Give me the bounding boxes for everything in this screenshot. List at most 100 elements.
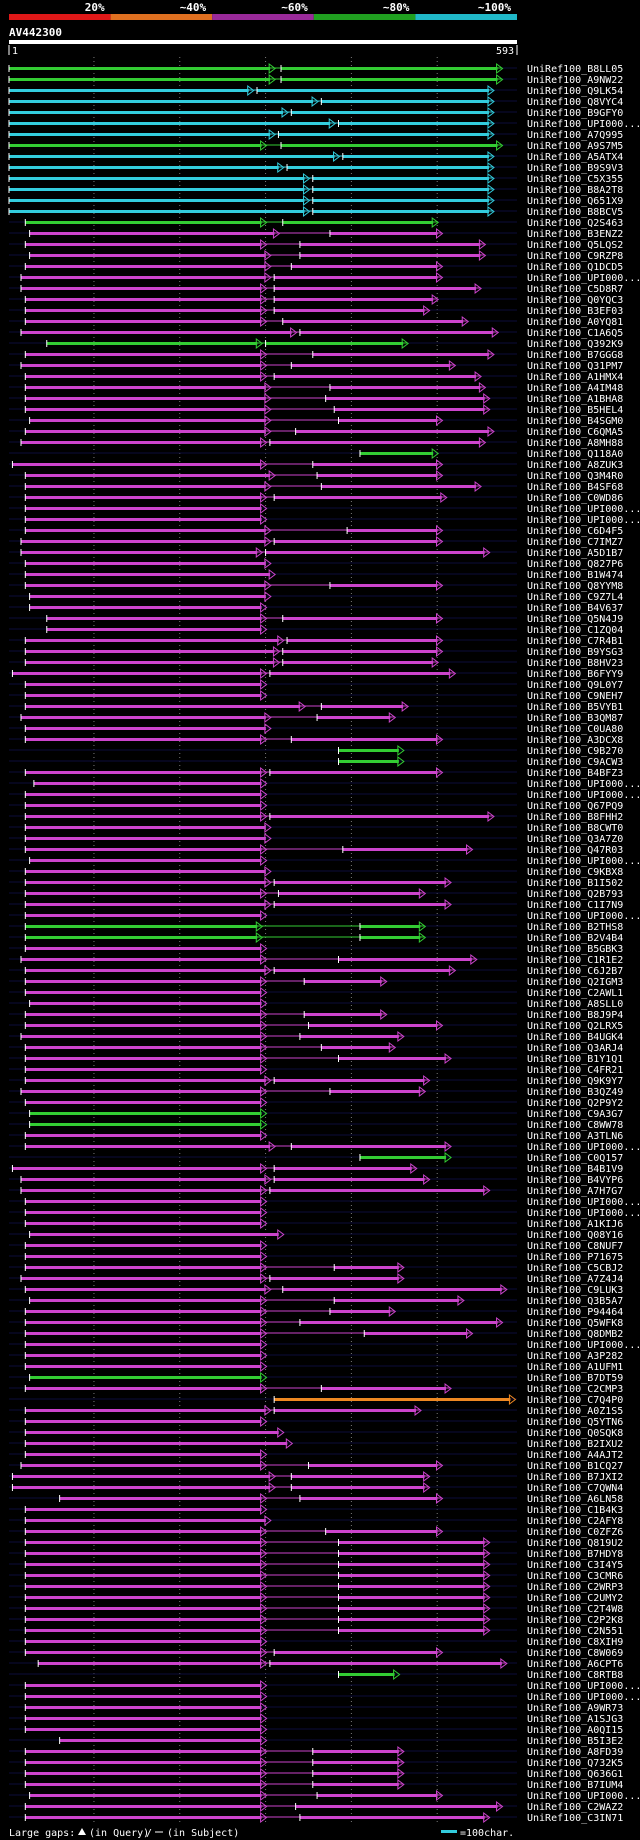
hit-label[interactable]: UniRef100_C3I4Y5 [527,1560,623,1571]
hit-label[interactable]: UniRef100_B8A2T8 [527,185,623,196]
hit-row[interactable]: UniRef100_C9Z7L4 [9,591,623,603]
hit-row[interactable]: UniRef100_Q5N4J9 [9,613,623,625]
hit-row[interactable]: UniRef100_B5HEL4 [9,404,623,416]
hit-row[interactable]: UniRef100_B8HV23 [9,657,623,669]
hit-label[interactable]: UniRef100_B8FHH2 [527,812,623,823]
hit-row[interactable]: UniRef100_C6J2B7 [9,965,623,977]
hit-row[interactable]: UniRef100_C8RTB8 [9,1669,623,1681]
hit-label[interactable]: UniRef100_Q2B793 [527,889,623,900]
hit-label[interactable]: UniRef100_B4B1V9 [527,1164,623,1175]
hit-row[interactable]: UniRef100_C6D4F5 [9,525,623,537]
hit-label[interactable]: UniRef100_Q651X9 [527,196,623,207]
hit-label[interactable]: UniRef100_C1I7N9 [527,900,623,911]
hit-row[interactable]: UniRef100_Q5WFK8 [9,1317,623,1329]
hit-row[interactable]: UniRef100_UPI000... [9,778,640,790]
hit-label[interactable]: UniRef100_C0UA80 [527,724,623,735]
hit-label[interactable]: UniRef100_B4SGM0 [527,416,623,427]
hit-label[interactable]: UniRef100_C8W069 [527,1648,623,1659]
hit-row[interactable]: UniRef100_B4SGM0 [9,415,623,427]
hit-row[interactable]: UniRef100_A0Z1S5 [9,1405,623,1417]
hit-row[interactable]: UniRef100_C1I7N9 [9,899,623,911]
hit-row[interactable]: UniRef100_A8ZUK3 [9,459,623,471]
hit-row[interactable]: UniRef100_B8FHH2 [9,811,623,823]
hit-row[interactable]: UniRef100_B8CWT0 [9,822,623,834]
hit-row[interactable]: UniRef100_B3QM87 [9,712,623,724]
hit-row[interactable]: UniRef100_Q0YQC3 [9,294,623,306]
hit-row[interactable]: UniRef100_B8BCV5 [8,206,623,218]
hit-label[interactable]: UniRef100_Q2P9Y2 [527,1098,623,1109]
hit-row[interactable]: UniRef100_Q827P6 [9,558,623,570]
hit-label[interactable]: UniRef100_UPI000... [527,515,640,526]
hit-label[interactable]: UniRef100_UPI000... [527,790,640,801]
hit-row[interactable]: UniRef100_C0WD86 [9,492,623,504]
hit-row[interactable]: UniRef100_B7GGG8 [9,349,623,361]
hit-label[interactable]: UniRef100_A6CPT6 [527,1659,623,1670]
hit-label[interactable]: UniRef100_Q118A0 [527,449,623,460]
hit-row[interactable]: UniRef100_A0QI15 [9,1724,623,1736]
hit-label[interactable]: UniRef100_B5I3E2 [527,1736,623,1747]
hit-label[interactable]: UniRef100_C4FR21 [527,1065,623,1076]
hit-row[interactable]: UniRef100_C0ZFZ6 [9,1526,623,1538]
hit-row[interactable]: UniRef100_C9NEH7 [9,690,623,702]
hit-label[interactable]: UniRef100_P71675 [527,1252,623,1263]
hit-row[interactable]: UniRef100_C3I4Y5 [9,1559,623,1571]
hit-row[interactable]: UniRef100_B6FYY9 [9,668,623,680]
hit-row[interactable]: UniRef100_Q2B793 [9,888,623,900]
hit-row[interactable]: UniRef100_Q5LQS2 [9,239,623,251]
hit-row[interactable]: UniRef100_UPI000... [9,1196,640,1208]
hit-label[interactable]: UniRef100_Q2IGM3 [527,977,623,988]
hit-label[interactable]: UniRef100_Q67PQ9 [527,801,623,812]
hit-label[interactable]: UniRef100_C5CBJ2 [527,1263,623,1274]
hit-label[interactable]: UniRef100_Q3M4R0 [527,471,623,482]
hit-label[interactable]: UniRef100_UPI000... [527,273,640,284]
hit-label[interactable]: UniRef100_B1W474 [527,570,623,581]
hit-row[interactable]: UniRef100_B5I3E2 [9,1735,623,1747]
hit-row[interactable]: UniRef100_C8W069 [9,1647,623,1659]
hit-row[interactable]: UniRef100_A0YQ81 [9,316,623,328]
hit-row[interactable]: UniRef100_C9ACW3 [9,756,623,768]
hit-row[interactable]: UniRef100_Q8DMB2 [9,1328,623,1340]
hit-label[interactable]: UniRef100_A1HMX4 [527,372,623,383]
hit-row[interactable]: UniRef100_B2THS8 [9,921,623,933]
hit-label[interactable]: UniRef100_A9NW22 [527,75,623,86]
hit-label[interactable]: UniRef100_A1KIJ6 [527,1219,623,1230]
hit-label[interactable]: UniRef100_A7Z4J4 [527,1274,623,1285]
hit-label[interactable]: UniRef100_Q9L0Y7 [527,680,623,691]
hit-label[interactable]: UniRef100_Q5YTN6 [527,1417,623,1428]
hit-row[interactable]: UniRef100_P71675 [9,1251,623,1263]
hit-row[interactable]: UniRef100_A8SLL0 [9,998,623,1010]
hit-label[interactable]: UniRef100_C2N551 [527,1626,623,1637]
hit-row[interactable]: UniRef100_A6LN58 [9,1493,623,1505]
hit-label[interactable]: UniRef100_Q732K5 [527,1758,623,1769]
hit-row[interactable]: UniRef100_Q636G1 [9,1768,623,1780]
hit-label[interactable]: UniRef100_A0Z1S5 [527,1406,623,1417]
hit-label[interactable]: UniRef100_B8CWT0 [527,823,623,834]
hit-label[interactable]: UniRef100_A3P282 [527,1351,623,1362]
hit-label[interactable]: UniRef100_Q5N4J9 [527,614,623,625]
hit-label[interactable]: UniRef100_UPI000... [527,119,640,130]
hit-row[interactable]: UniRef100_A1UFM1 [9,1361,623,1373]
hit-label[interactable]: UniRef100_B2THS8 [527,922,623,933]
hit-row[interactable]: UniRef100_UPI000... [9,1680,640,1692]
hit-label[interactable]: UniRef100_B9YSG3 [527,647,623,658]
hit-label[interactable]: UniRef100_C2WRP3 [527,1582,623,1593]
hit-label[interactable]: UniRef100_C3IN71 [527,1813,623,1824]
hit-label[interactable]: UniRef100_Q8YYM8 [527,581,623,592]
hit-label[interactable]: UniRef100_B1I502 [527,878,623,889]
hit-row[interactable]: UniRef100_A3TLN6 [9,1130,623,1142]
hit-row[interactable]: UniRef100_B1CQ27 [9,1460,623,1472]
hit-label[interactable]: UniRef100_A4AJT2 [527,1450,623,1461]
hit-row[interactable]: UniRef100_UPI000... [9,503,640,515]
hit-label[interactable]: UniRef100_UPI000... [527,779,640,790]
hit-label[interactable]: UniRef100_A4IM48 [527,383,623,394]
hit-row[interactable]: UniRef100_B8J9P4 [9,1009,623,1021]
hit-row[interactable]: UniRef100_A7Q995 [8,129,623,141]
hit-row[interactable]: UniRef100_B5VYB1 [9,701,623,713]
hit-row[interactable]: UniRef100_B1I502 [9,877,623,889]
hit-row[interactable]: UniRef100_C7Q4P0 [9,1394,623,1406]
hit-row[interactable]: UniRef100_UPI000... [9,272,640,284]
hit-label[interactable]: UniRef100_B7IUM4 [527,1780,623,1791]
hit-label[interactable]: UniRef100_B5HEL4 [527,405,623,416]
hit-row[interactable]: UniRef100_C3CMR6 [9,1570,623,1582]
hit-label[interactable]: UniRef100_Q3A7Z0 [527,834,623,845]
